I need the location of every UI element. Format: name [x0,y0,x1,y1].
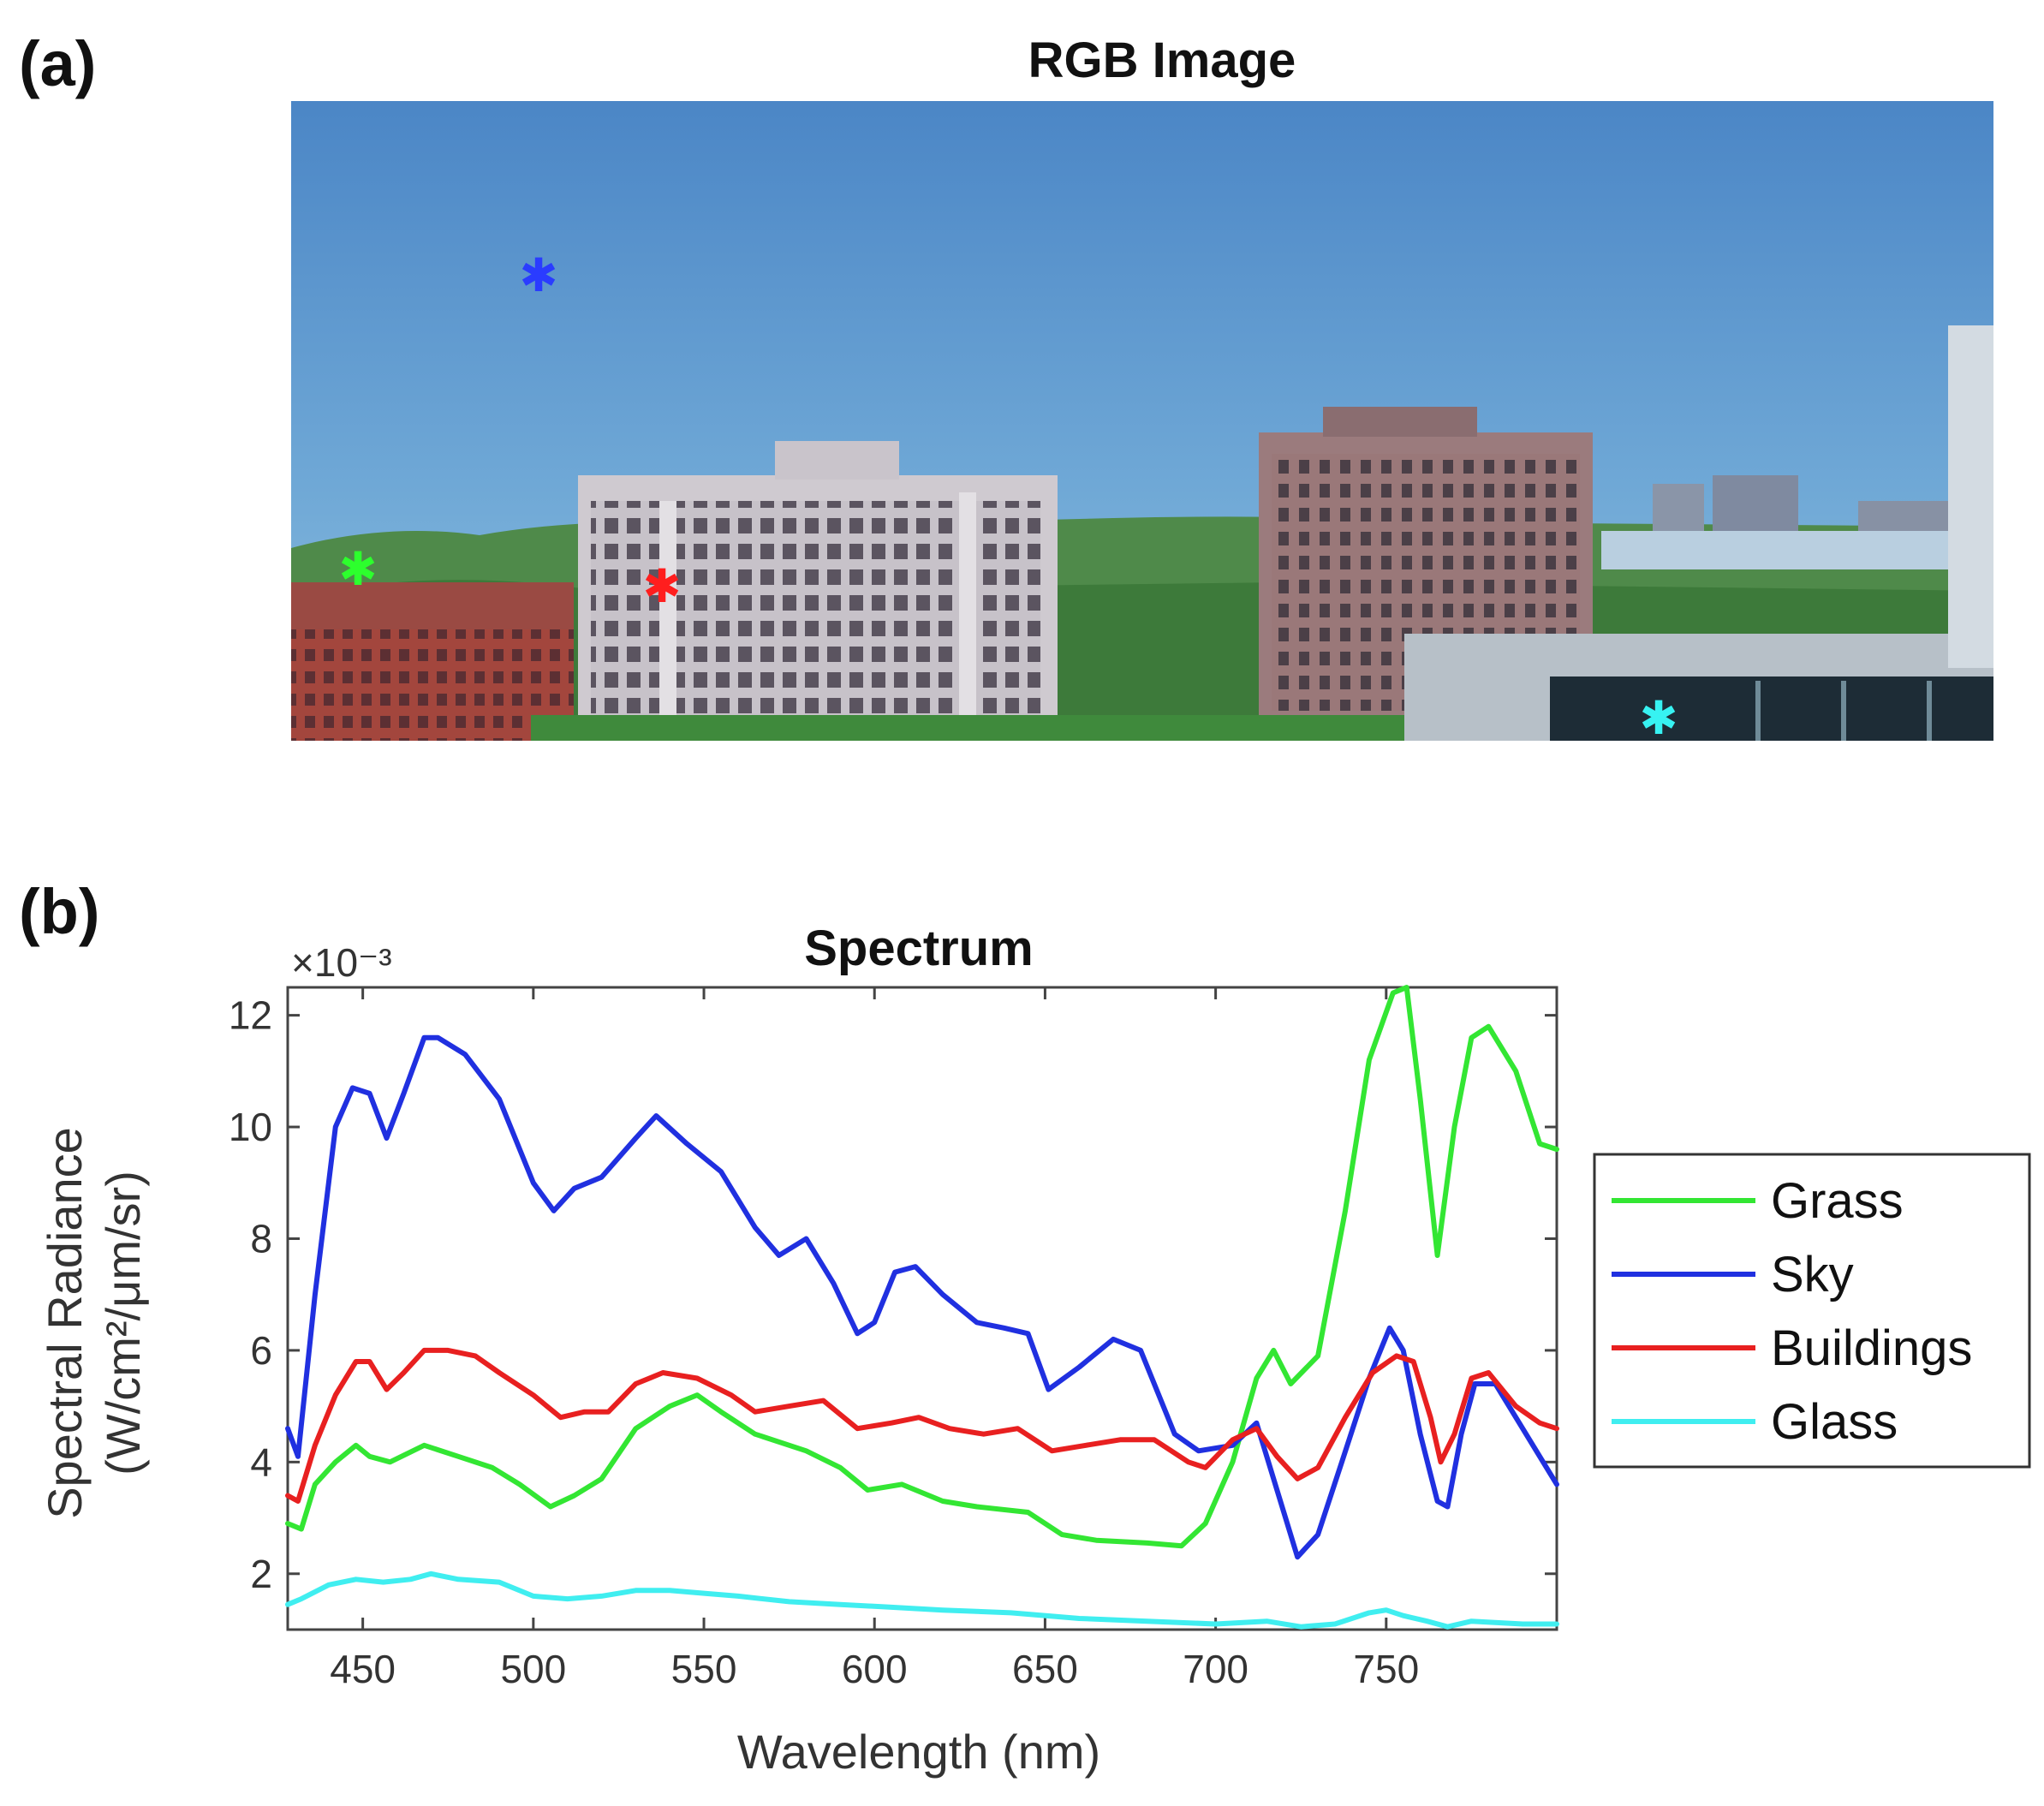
glass-marker: ✱ [1639,691,1678,745]
x-tick-label: 450 [330,1647,396,1691]
y-axis-label-line2: (W/cm²/μm/sr) [96,1171,150,1475]
x-axis-label: Wavelength (nm) [737,1725,1100,1779]
panel-a-letter: (a) [19,28,96,99]
rgb-image-title: RGB Image [1028,33,1296,88]
legend-label-sky: Sky [1771,1247,1854,1302]
buildings-marker: ✱ [642,559,681,613]
legend: Grass Sky Buildings Glass [1593,1153,2031,1469]
y-axis-label: Spectral Radiance (W/cm²/μm/sr) [38,1127,150,1519]
legend-label-buildings: Buildings [1771,1320,1972,1376]
y-tick-label: 12 [229,993,272,1038]
image-markers: ✱ ✱ ✱ ✱ [338,248,1678,745]
series-line-buildings [285,1347,1559,1504]
legend-label-glass: Glass [1771,1394,1898,1450]
y-tick-label: 2 [250,1552,272,1596]
x-tick-label: 700 [1183,1647,1248,1691]
grass-marker: ✱ [338,542,377,596]
series-line-grass [285,985,1559,1549]
legend-label-grass: Grass [1771,1173,1904,1229]
panel-b-letter: (b) [19,876,100,947]
sky-marker: ✱ [519,248,557,302]
x-tick-label: 600 [842,1647,908,1691]
y-exponent-label: ×10⁻³ [291,940,392,985]
rgb-image [291,101,1993,741]
x-tick-label: 650 [1012,1647,1078,1691]
x-tick-label: 500 [500,1647,566,1691]
legend-box [1593,1153,2031,1469]
y-axis-label-line1: Spectral Radiance [38,1127,92,1519]
series-line-sky [285,1034,1559,1560]
plot-area: 450 500 550 600 650 700 750 2 4 6 8 10 12 [229,985,1559,1691]
x-tick-label: 550 [671,1647,737,1691]
y-tick-label: 8 [250,1216,272,1261]
y-tick-label: 4 [250,1439,272,1484]
series-line-glass [285,1571,1559,1630]
y-tick-label: 10 [229,1105,272,1149]
chart-title: Spectrum [804,921,1034,976]
x-tick-label: 750 [1353,1647,1419,1691]
y-tick-label: 6 [250,1328,272,1373]
plot-frame [286,986,1558,1631]
